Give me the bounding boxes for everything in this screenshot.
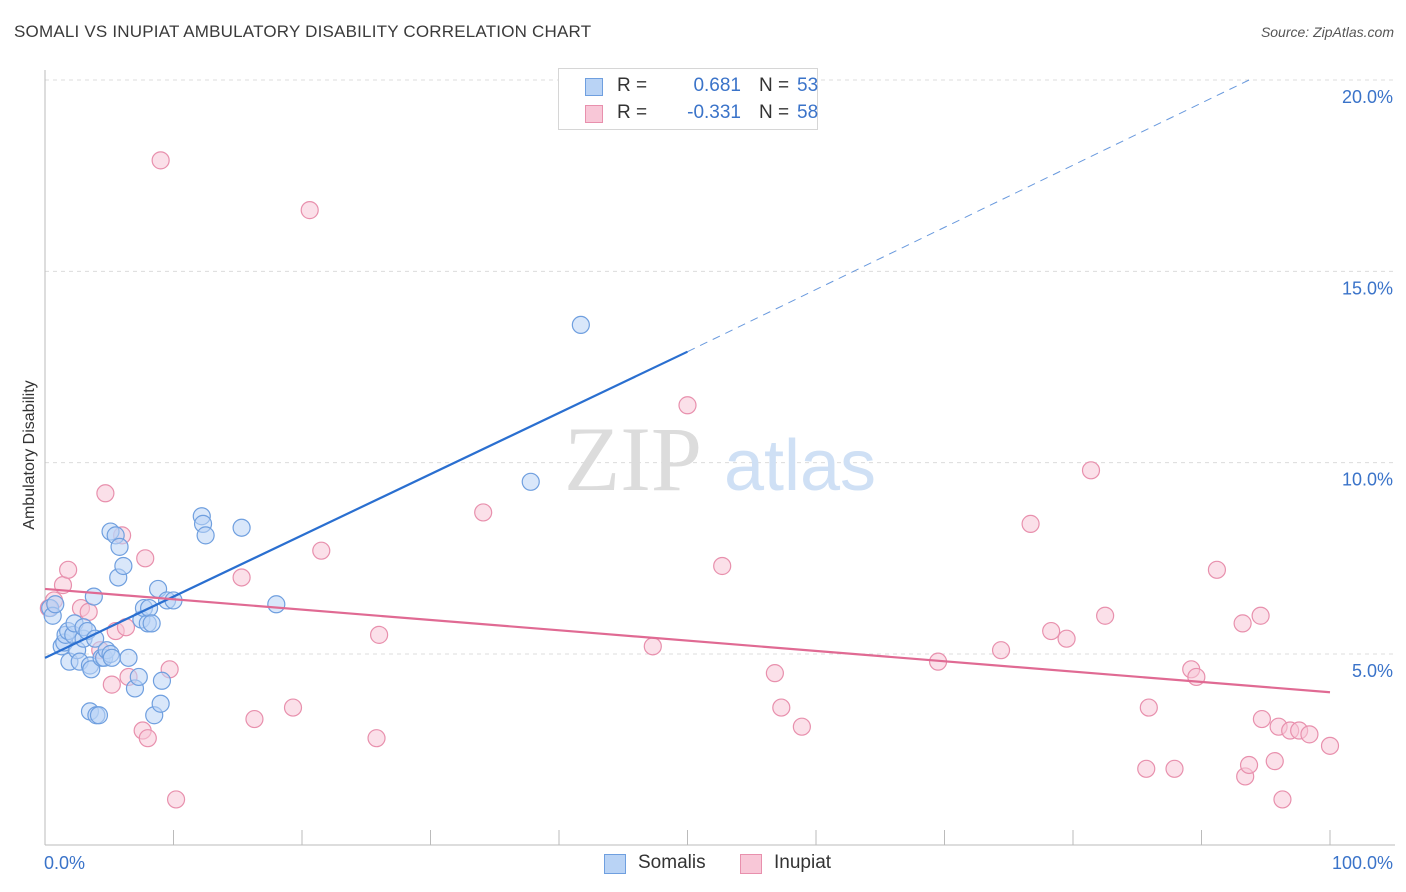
inupiat-point (370, 625, 389, 644)
somali-legend-label: Somalis (638, 852, 706, 873)
x-tick-label: 100.0% (1332, 853, 1393, 873)
somali-point (151, 694, 170, 713)
inupiat-point (1096, 606, 1115, 625)
points-layer (39, 151, 1340, 809)
r-label: R = (617, 102, 648, 123)
somali-point (110, 537, 129, 556)
inupiat-point (474, 503, 493, 522)
inupiat-n-value: 58 (797, 102, 819, 123)
inupiat-point (1233, 614, 1252, 633)
somali-r-value: 0.681 (693, 75, 741, 96)
r-label: R = (617, 75, 648, 96)
somali-point (119, 648, 138, 667)
somali-legend-swatch (604, 854, 626, 874)
y-tick-label: 5.0% (1352, 661, 1393, 681)
inupiat-legend-swatch (740, 854, 762, 874)
somali-point (267, 595, 286, 614)
inupiat-point (367, 729, 386, 748)
inupiat-point (1139, 698, 1158, 717)
n-label: N = (759, 102, 790, 123)
inupiat-point (1273, 790, 1292, 809)
tick-label-layer: 5.0% 10.0% 15.0% 20.0% 0.0% 100.0% (44, 87, 1393, 873)
source-label: Source: ZipAtlas.com (1260, 24, 1394, 40)
inupiat-point (991, 641, 1011, 660)
n-label: N = (759, 75, 790, 96)
inupiat-point (300, 201, 319, 220)
somali-point (152, 671, 172, 690)
somali-point (232, 518, 251, 537)
trend-layer (44, 79, 1331, 694)
inupiat-point (245, 709, 264, 729)
inupiat-point (713, 556, 732, 576)
watermark: ZIP atlas (564, 408, 876, 510)
inupiat-point (772, 698, 791, 717)
inupiat-point (1165, 759, 1184, 778)
inupiat-point (1251, 606, 1270, 625)
inupiat-point (232, 568, 251, 587)
somali-swatch (585, 78, 603, 96)
somali-trend-extension (687, 79, 1250, 353)
inupiat-point (79, 602, 98, 622)
inupiat-point (96, 484, 115, 503)
chart-title: SOMALI VS INUPIAT AMBULATORY DISABILITY … (14, 22, 592, 41)
correlation-legend: R = 0.681 N = 53 R = -0.331 N = 58 (558, 68, 818, 130)
inupiat-point (312, 541, 331, 560)
inupiat-point (1300, 725, 1319, 744)
inupiat-point (1021, 514, 1040, 533)
inupiat-r-value: -0.331 (687, 102, 741, 123)
inupiat-point (678, 396, 697, 415)
y-tick-label: 15.0% (1342, 278, 1393, 298)
watermark-zip: ZIP (564, 408, 702, 510)
somali-point (521, 472, 540, 491)
somali-point (114, 556, 133, 576)
inupiat-point (1207, 560, 1227, 579)
inupiat-point (643, 637, 662, 656)
inupiat-point (283, 698, 303, 717)
inupiat-point (1252, 709, 1271, 729)
watermark-atlas: atlas (724, 426, 876, 506)
inupiat-point (59, 560, 78, 579)
somali-point (82, 660, 101, 679)
inupiat-point (102, 675, 121, 694)
somali-point (102, 648, 121, 667)
x-tick-label: 0.0% (44, 853, 85, 873)
inupiat-point (792, 717, 811, 736)
y-tick-label: 20.0% (1342, 87, 1393, 107)
inupiat-point (1137, 759, 1156, 778)
somali-point (196, 526, 215, 545)
somali-point (84, 587, 103, 606)
somali-point (89, 706, 109, 725)
inupiat-point (1042, 621, 1061, 641)
inupiat-point (1057, 629, 1076, 648)
inupiat-point (1239, 755, 1259, 775)
inupiat-point (151, 151, 170, 170)
somali-trend-line (44, 350, 688, 659)
inupiat-point (1320, 736, 1340, 755)
somali-n-value: 53 (797, 75, 819, 96)
inupiat-point (1265, 752, 1284, 771)
inupiat-legend-label: Inupiat (774, 852, 832, 873)
y-tick-label: 10.0% (1342, 470, 1393, 490)
inupiat-point (765, 664, 784, 683)
inupiat-point (138, 729, 157, 748)
inupiat-swatch (585, 105, 603, 123)
somali-point (129, 667, 148, 687)
somali-point (142, 614, 161, 633)
somali-point (571, 315, 590, 335)
axis-layer (44, 70, 1395, 846)
inupiat-point (1081, 461, 1101, 480)
inupiat-point (166, 790, 186, 809)
somali-point (46, 595, 65, 614)
inupiat-trend-line (44, 587, 1331, 694)
inupiat-point (136, 549, 155, 568)
